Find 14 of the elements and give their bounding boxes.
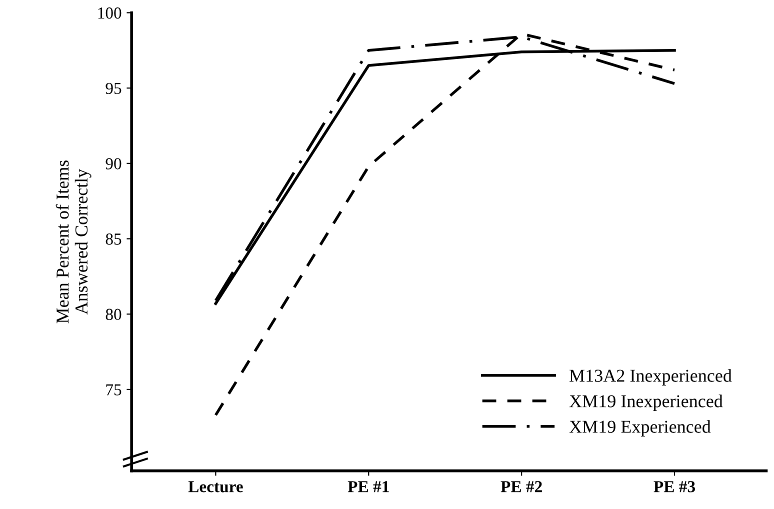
x-tick-label: PE #2 xyxy=(500,481,542,492)
y-tick-label: 95 xyxy=(106,82,122,94)
legend-label: XM19 Experienced xyxy=(569,420,711,437)
x-tick-label: Lecture xyxy=(188,481,243,492)
y-axis-title: Mean Percent of Items Answered Correctly xyxy=(56,160,92,324)
y-tick-label: 75 xyxy=(106,384,122,396)
legend-label: M13A2 Inexperienced xyxy=(570,369,732,386)
x-tick-label: PE #3 xyxy=(654,481,695,492)
y-tick-label: 90 xyxy=(106,158,122,170)
y-tick-label: 100 xyxy=(98,7,122,19)
y-tick-label: 85 xyxy=(106,233,122,245)
legend-label: XM19 Inexperienced xyxy=(569,394,723,412)
x-tick-label: PE #1 xyxy=(348,481,389,492)
y-tick-label: 80 xyxy=(106,308,122,320)
